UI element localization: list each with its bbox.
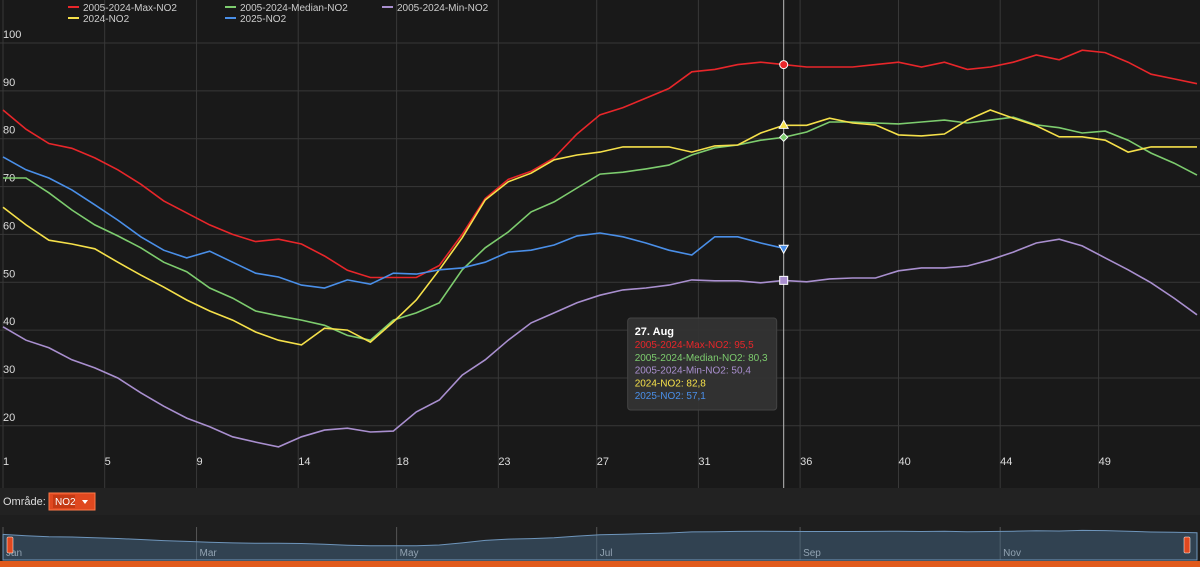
x-tick-label: 40 (899, 456, 911, 468)
x-tick-label: 36 (800, 456, 812, 468)
x-tick-label: 44 (1000, 456, 1012, 468)
tooltip-separator: : (729, 340, 735, 351)
control-label: Område: (3, 496, 46, 508)
tooltip-series: 2024-NO2 (635, 378, 682, 389)
x-tick-label: 27 (597, 456, 609, 468)
tooltip-separator: : (681, 391, 687, 402)
tooltip-item: 2005-2024-Min-NO2: 50,4 (635, 366, 752, 377)
hover-marker (778, 119, 790, 129)
tooltip-separator: : (726, 366, 732, 377)
hover-marker (779, 275, 789, 285)
navigator-label: May (400, 548, 419, 559)
y-tick-label: 80 (3, 125, 15, 137)
y-tick-label: 20 (3, 412, 15, 424)
navigator-label: Nov (1003, 548, 1021, 559)
y-tick-label: 60 (3, 220, 15, 232)
legend-label: 2024-NO2 (83, 14, 130, 25)
y-tick-label: 100 (3, 29, 21, 41)
tooltip-item: 2025-NO2: 57,1 (635, 391, 707, 402)
x-tick-label: 18 (397, 456, 409, 468)
series-line (2, 49, 1198, 279)
tooltip-item: 2024-NO2: 82,8 (635, 378, 707, 389)
dropdown-arrow (82, 500, 88, 504)
tooltip-title: 27. Aug (635, 326, 674, 338)
tooltip-value: 95,5 (734, 340, 754, 351)
tooltip-separator: : (743, 353, 749, 364)
tooltip-value: 82,8 (686, 378, 706, 389)
series-line (3, 116, 1198, 342)
x-tick-label: 31 (698, 456, 710, 468)
legend-label: 2025-NO2 (240, 14, 287, 25)
navigator-label: Jul (600, 548, 613, 559)
x-tick-label: 9 (197, 456, 203, 468)
legend-label: 2005-2024-Max-NO2 (83, 3, 177, 14)
tooltip-value: 50,4 (731, 366, 751, 377)
x-tick-label: 49 (1099, 456, 1111, 468)
y-tick-label: 50 (3, 268, 15, 280)
series-line (2, 156, 784, 289)
dropdown-field (53, 495, 75, 508)
x-tick-label: 5 (105, 456, 111, 468)
navigator-label: Sep (803, 548, 821, 559)
y-tick-label: 90 (3, 77, 15, 89)
navigator-area (2, 529, 1198, 561)
tooltip-item: 2005-2024-Median-NO2: 80,3 (635, 353, 768, 364)
legend: 2005-2024-Max-NO2 2005-2024-Median-NO2 200… (68, 3, 489, 25)
y-tick-label: 30 (3, 364, 15, 376)
series-line (2, 238, 1198, 448)
tooltip-series: 2025-NO2 (635, 391, 682, 402)
tooltip-series: 2005-2024-Min-NO2 (635, 366, 727, 377)
tooltip-separator: : (681, 378, 687, 389)
control-bar (0, 488, 1200, 515)
legend-label: 2005-2024-Min-NO2 (397, 3, 489, 14)
tooltip-value: 57,1 (686, 391, 706, 402)
x-tick-label: 1 (3, 456, 9, 468)
scrollbar[interactable] (0, 561, 1200, 567)
navigator-plot: Jan Mar May Jul Sep Nov (2, 527, 1198, 561)
hover-marker (779, 60, 789, 70)
navigator-handle[interactable] (6, 536, 14, 554)
dropdown-value: NO2 (55, 497, 76, 508)
series-line (2, 109, 1197, 346)
tooltip-series: 2005-2024-Max-NO2 (635, 340, 729, 351)
tooltip-value: 80,3 (748, 353, 768, 364)
hover-marker (778, 132, 789, 143)
x-tick-label: 14 (298, 456, 310, 468)
y-tick-label: 40 (3, 316, 15, 328)
navigator-handle[interactable] (1183, 536, 1191, 554)
x-tick-label: 23 (498, 456, 510, 468)
navigator-label: Jan (6, 548, 22, 559)
tooltip-series: 2005-2024-Median-NO2 (635, 353, 743, 364)
tooltip-item: 2005-2024-Max-NO2: 95,5 (635, 340, 754, 351)
hover-marker (778, 244, 790, 255)
dropdown[interactable]: NO2 (48, 492, 96, 511)
legend-label: 2005-2024-Median-NO2 (240, 3, 348, 14)
navigator-label: Mar (200, 548, 218, 559)
tooltip-box (627, 317, 778, 411)
